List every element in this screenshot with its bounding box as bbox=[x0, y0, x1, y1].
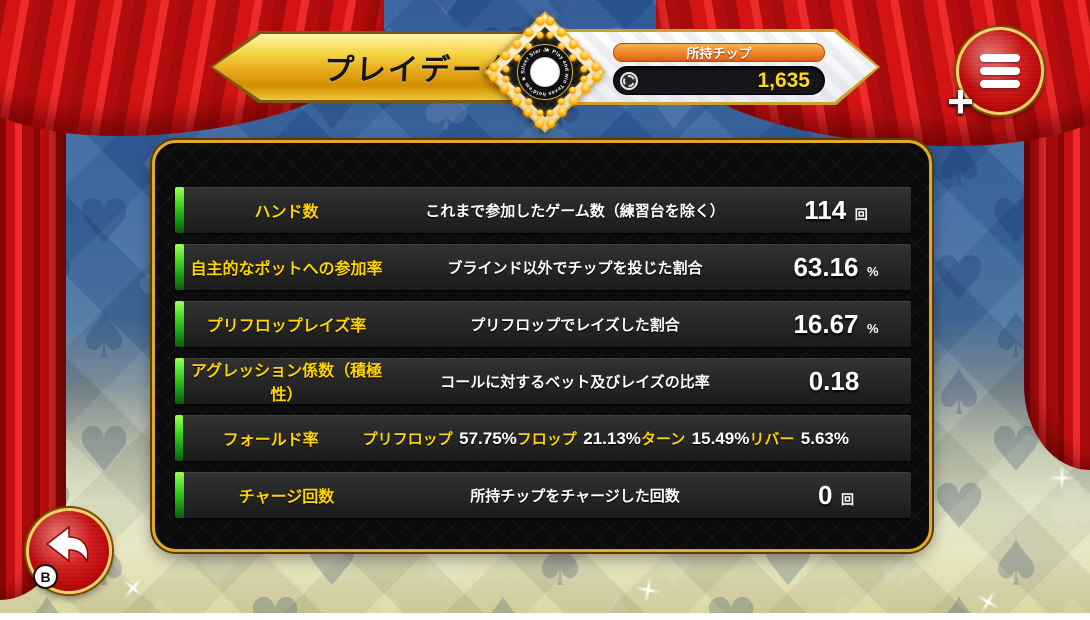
chip-counter: 1,635 bbox=[613, 66, 825, 95]
stat-value: 16.67 % bbox=[761, 309, 911, 340]
play-data-panel: ハンド数 これまで参加したゲーム数（練習台を除く） 114 回 自主的なポットへ… bbox=[152, 140, 932, 552]
stat-description: コールに対するベット及びレイズの比率 bbox=[440, 373, 710, 391]
stat-value: 114 回 bbox=[761, 195, 911, 226]
stat-label: チャージ回数 bbox=[238, 489, 335, 506]
stat-value-unit: % bbox=[866, 263, 879, 279]
fold-stat-river: リバー 5.63% bbox=[749, 428, 849, 448]
chip-label: 所持チップ bbox=[686, 46, 752, 61]
stat-row-preflop-raise: プリフロップレイズ率 プリフロップでレイズした割合 16.67 % bbox=[175, 301, 911, 347]
stat-description: 所持チップをチャージした回数 bbox=[470, 487, 680, 505]
stat-value-unit: 回 bbox=[854, 206, 868, 222]
casino-diamond-badge: ★ Play and win Texas hold'em ★ Silver St… bbox=[484, 11, 606, 133]
fold-stat-preflop: プリフロップ 57.75% bbox=[362, 428, 517, 448]
stat-value: 0 回 bbox=[761, 480, 911, 511]
row-accent-bar bbox=[175, 415, 183, 461]
chip-label-pill: 所持チップ bbox=[613, 43, 825, 62]
poker-chip-icon bbox=[620, 71, 638, 90]
stat-value-number: 63.16 bbox=[793, 251, 859, 282]
stat-value-unit: % bbox=[866, 320, 879, 336]
plus-button-shortcut: + bbox=[947, 75, 974, 127]
back-button[interactable]: B bbox=[26, 508, 112, 594]
menu-button[interactable]: + bbox=[947, 27, 1044, 124]
stat-label: プリフロップレイズ率 bbox=[206, 318, 367, 335]
stat-label: 自主的なポットへの参加率 bbox=[190, 261, 383, 278]
stat-value-unit: 回 bbox=[840, 491, 854, 507]
fold-stat-flop: フロップ 21.13% bbox=[516, 428, 641, 448]
stat-value: 63.16 % bbox=[761, 252, 911, 283]
row-accent-bar bbox=[175, 472, 184, 518]
stat-description: これまで参加したゲーム数（練習台を除く） bbox=[425, 202, 725, 220]
stat-value-number: 0 bbox=[818, 479, 833, 510]
stat-label: アグレッション係数（積極性） bbox=[190, 363, 383, 404]
row-accent-bar bbox=[175, 301, 184, 347]
chip-banner: 所持チップ 1,635 bbox=[544, 29, 880, 105]
chip-value: 1,635 bbox=[757, 68, 810, 92]
hamburger-icon bbox=[980, 54, 1020, 88]
stat-row-aggression: アグレッション係数（積極性） コールに対するベット及びレイズの比率 0.18 bbox=[175, 358, 911, 404]
back-arrow-icon bbox=[46, 526, 89, 562]
stat-rows: ハンド数 これまで参加したゲーム数（練習台を除く） 114 回 自主的なポットへ… bbox=[175, 187, 911, 529]
badge-emblem: ★ Play and win Texas hold'em ★ Silver St… bbox=[514, 39, 574, 101]
fold-stat-turn: ターン 15.49% bbox=[640, 428, 750, 448]
fold-rate-breakdown: プリフロップ 57.75% フロップ 21.13% ターン 15.49% リバー… bbox=[359, 428, 911, 449]
b-button-shortcut: B bbox=[33, 564, 58, 589]
stat-label: ハンド数 bbox=[254, 204, 319, 221]
row-accent-bar bbox=[175, 244, 184, 290]
stat-row-vpip: 自主的なポットへの参加率 ブラインド以外でチップを投じた割合 63.16 % bbox=[175, 244, 911, 290]
stat-description: プリフロップでレイズした割合 bbox=[470, 316, 680, 334]
stat-value-number: 114 bbox=[804, 194, 847, 225]
row-accent-bar bbox=[175, 187, 184, 233]
stat-row-recharge: チャージ回数 所持チップをチャージした回数 0 回 bbox=[175, 472, 911, 518]
stat-row-hands: ハンド数 これまで参加したゲーム数（練習台を除く） 114 回 bbox=[175, 187, 911, 233]
stat-description: ブラインド以外でチップを投じた割合 bbox=[447, 259, 703, 277]
stat-label: フォールド率 bbox=[222, 432, 319, 449]
stat-value: 0.18 bbox=[761, 366, 911, 397]
stat-value-number: 0.18 bbox=[808, 365, 860, 396]
row-accent-bar bbox=[175, 358, 184, 404]
stat-value-number: 16.67 bbox=[793, 308, 859, 339]
stat-row-fold-rate: フォールド率 プリフロップ 57.75% フロップ 21.13% ターン 15.… bbox=[175, 415, 911, 461]
